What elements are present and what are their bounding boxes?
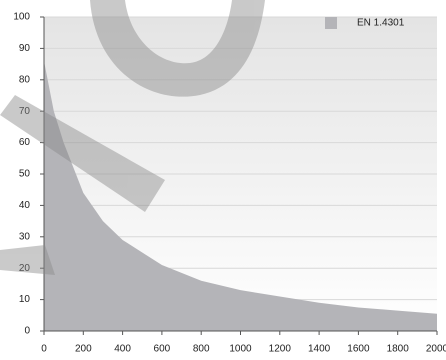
- x-tick-label: 2000: [426, 344, 446, 355]
- watermark: [0, 0, 265, 275]
- area: [44, 60, 437, 332]
- x-tick-label: 800: [193, 344, 210, 355]
- y-tick-label: 90: [19, 43, 31, 54]
- y-tick-label: 10: [19, 294, 31, 305]
- x-tick-label: 400: [114, 344, 131, 355]
- legend-label: EN 1.4301: [357, 18, 405, 29]
- y-tick-label: 40: [19, 200, 31, 211]
- y-tick-label: 50: [19, 169, 31, 180]
- x-tick-label: 600: [154, 344, 171, 355]
- x-tick-label: 0: [41, 344, 47, 355]
- y-tick-label: 30: [19, 231, 31, 242]
- x-tick-label: 200: [75, 344, 92, 355]
- legend-swatch: [325, 17, 337, 29]
- x-tick-label: 1600: [347, 344, 370, 355]
- y-tick-label: 20: [19, 263, 31, 274]
- x-tick-label: 1000: [229, 344, 252, 355]
- y-tick-label: 60: [19, 137, 31, 148]
- x-tick-label: 1200: [269, 344, 292, 355]
- x-tick-label: 1400: [308, 344, 331, 355]
- y-tick-label: 70: [19, 106, 31, 117]
- y-tick-label: 80: [19, 74, 31, 85]
- y-tick-label: 100: [13, 12, 30, 23]
- x-tick-label: 1800: [387, 344, 410, 355]
- y-tick-label: 0: [24, 326, 30, 337]
